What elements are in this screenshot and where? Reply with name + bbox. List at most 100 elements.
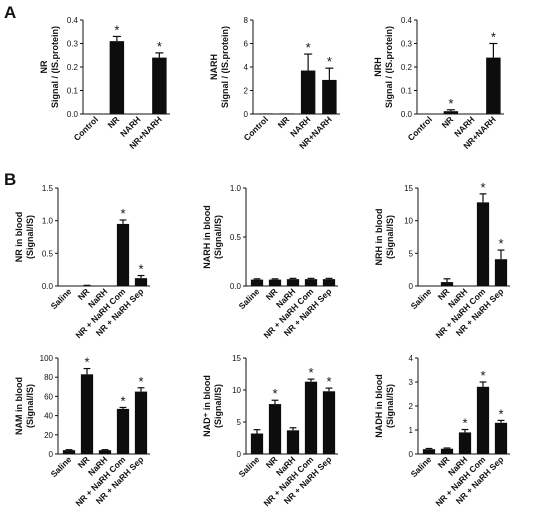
y-tick-label: 0.3 xyxy=(401,40,413,49)
y-tick-label: 0 xyxy=(237,450,242,459)
y-tick-label: 0.0 xyxy=(230,282,242,291)
bar xyxy=(304,381,318,454)
bar xyxy=(422,449,436,454)
significance-star: * xyxy=(480,180,485,195)
y-tick-label: 5 xyxy=(237,418,242,427)
significance-star: * xyxy=(448,96,453,111)
category-label: NR xyxy=(106,114,122,130)
bar xyxy=(322,79,337,114)
y-tick-label: 0 xyxy=(409,282,414,291)
y-axis-title: NRSignal / (IS.protein) xyxy=(39,26,60,108)
y-tick-label: 10 xyxy=(404,217,413,226)
y-tick-label: 0.2 xyxy=(401,63,413,72)
y-tick-label: 0.1 xyxy=(67,87,79,96)
y-tick-label: 2 xyxy=(409,402,414,411)
significance-star: * xyxy=(138,262,143,277)
y-tick-label: 80 xyxy=(44,373,53,382)
y-tick-label: 3 xyxy=(409,378,414,387)
y-tick-label: 0.0 xyxy=(67,110,79,119)
y-tick-label: 0 xyxy=(49,450,54,459)
y-axis-title: NAD⁺ in blood(Signal/IS) xyxy=(202,375,223,437)
y-axis-title: NARHSignal / (IS.protein) xyxy=(209,26,230,108)
y-axis-title: NARH in blood(Signal/IS) xyxy=(202,205,223,269)
y-tick-label: 40 xyxy=(44,412,53,421)
y-tick-label: 0.0 xyxy=(401,110,413,119)
y-tick-label: 4 xyxy=(244,63,249,72)
bar xyxy=(443,111,459,114)
panel-label-b: B xyxy=(4,170,16,189)
y-axis-title: NADH in blood(Signal/IS) xyxy=(374,374,395,438)
bar xyxy=(268,404,282,454)
bar xyxy=(134,278,148,286)
y-axis-title: NRH in blood(Signal/IS) xyxy=(374,209,395,266)
y-tick-label: 5 xyxy=(409,249,414,258)
y-tick-label: 0.0 xyxy=(42,282,54,291)
y-tick-label: 0.5 xyxy=(42,249,54,258)
bar xyxy=(258,113,273,114)
bar xyxy=(300,70,316,114)
bar xyxy=(80,374,94,454)
bar xyxy=(62,450,76,454)
y-axis-title: NRHSignal / (IS.protein) xyxy=(373,26,394,108)
significance-star: * xyxy=(480,368,485,383)
y-tick-label: 0.5 xyxy=(230,233,242,242)
significance-star: * xyxy=(138,374,143,389)
chart-4: 0.00.51.01.5NR in blood(Signal/IS)Saline… xyxy=(14,184,150,340)
y-tick-label: 0.4 xyxy=(401,16,413,25)
significance-star: * xyxy=(498,406,503,421)
y-tick-label: 1.0 xyxy=(42,217,54,226)
significance-star: * xyxy=(306,40,311,55)
bar xyxy=(494,259,508,286)
y-tick-label: 0 xyxy=(409,450,414,459)
significance-star: * xyxy=(272,386,277,401)
y-axis-title: NAM in blood(Signal/IS) xyxy=(14,377,35,435)
bar xyxy=(116,223,130,286)
significance-star: * xyxy=(491,30,496,45)
y-tick-label: 100 xyxy=(40,354,54,363)
bar xyxy=(98,450,112,454)
significance-star: * xyxy=(308,365,313,380)
bar xyxy=(486,57,501,114)
category-label: NR xyxy=(440,114,456,130)
category-label: NR xyxy=(276,114,292,130)
y-tick-label: 6 xyxy=(244,40,249,49)
significance-star: * xyxy=(498,236,503,251)
bar xyxy=(279,113,295,114)
bar xyxy=(134,391,148,454)
y-tick-label: 10 xyxy=(232,386,241,395)
bar xyxy=(322,391,336,454)
y-tick-label: 1.0 xyxy=(230,184,242,193)
bar xyxy=(304,279,318,286)
bar xyxy=(268,279,282,286)
y-tick-label: 0.2 xyxy=(67,63,79,72)
y-tick-label: 60 xyxy=(44,392,53,401)
bar xyxy=(458,432,472,454)
y-tick-label: 0.4 xyxy=(67,16,79,25)
y-tick-label: 1.5 xyxy=(42,184,54,193)
bar xyxy=(152,57,167,114)
bar xyxy=(476,202,490,286)
y-tick-label: 0 xyxy=(244,110,249,119)
y-tick-label: 15 xyxy=(232,354,241,363)
bar xyxy=(494,422,508,454)
bar xyxy=(116,408,130,454)
y-tick-label: 2 xyxy=(244,87,249,96)
significance-star: * xyxy=(114,22,119,37)
bar xyxy=(109,41,125,114)
significance-star: * xyxy=(326,374,331,389)
significance-star: * xyxy=(120,206,125,221)
bar xyxy=(250,279,264,286)
y-tick-label: 8 xyxy=(244,16,249,25)
significance-star: * xyxy=(120,393,125,408)
significance-star: * xyxy=(462,416,467,431)
y-axis-title: NR in blood(Signal/IS) xyxy=(14,212,35,263)
